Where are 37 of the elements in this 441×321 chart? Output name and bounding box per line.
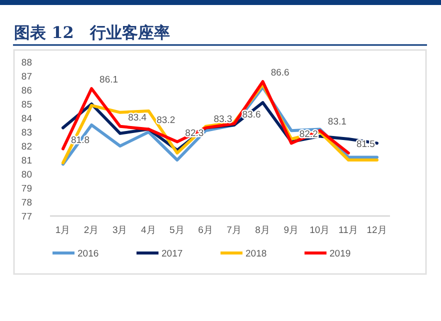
x-tick-label: 6月 bbox=[198, 225, 214, 236]
data-label: 86.1 bbox=[100, 74, 118, 86]
y-tick-label: 78 bbox=[21, 197, 32, 208]
y-tick-label: 82 bbox=[21, 141, 32, 152]
x-tick-label: 4月 bbox=[140, 225, 156, 236]
x-tick-label: 7月 bbox=[226, 225, 242, 236]
y-tick-label: 85 bbox=[21, 99, 32, 110]
y-tick-label: 88 bbox=[21, 57, 32, 68]
x-tick-label: 9月 bbox=[284, 225, 300, 236]
legend-label: 2019 bbox=[330, 248, 351, 260]
chart-title: 图表 12 行业客座率 bbox=[14, 23, 170, 42]
x-tick-label: 3月 bbox=[112, 225, 128, 236]
legend-label: 2017 bbox=[162, 248, 183, 260]
data-label: 83.4 bbox=[128, 112, 147, 124]
legend-label: 2018 bbox=[246, 248, 267, 260]
y-tick-label: 79 bbox=[21, 183, 32, 194]
data-label: 83.2 bbox=[156, 115, 176, 126]
x-tick-label: 11月 bbox=[338, 225, 358, 236]
y-tick-label: 84 bbox=[21, 113, 32, 124]
legend-label: 2016 bbox=[78, 248, 99, 260]
y-tick-label: 81 bbox=[21, 155, 32, 166]
y-tick-label: 80 bbox=[21, 169, 32, 180]
x-tick-label: 2月 bbox=[84, 225, 100, 236]
data-label: 83.3 bbox=[214, 114, 232, 125]
data-label: 82.2 bbox=[299, 129, 318, 140]
data-label: 82.3 bbox=[185, 128, 204, 139]
x-tick-label: 10月 bbox=[310, 225, 330, 236]
y-tick-label: 77 bbox=[21, 211, 32, 222]
x-tick-label: 5月 bbox=[170, 225, 185, 236]
x-tick-label: 8月 bbox=[255, 225, 270, 236]
y-tick-label: 87 bbox=[21, 71, 32, 82]
x-tick-label: 1月 bbox=[55, 225, 71, 236]
y-tick-label: 86 bbox=[21, 85, 32, 96]
y-tick-label: 83 bbox=[21, 127, 32, 138]
data-label: 83.1 bbox=[328, 116, 346, 128]
x-tick-label: 12月 bbox=[366, 225, 388, 236]
data-label: 86.6 bbox=[270, 68, 290, 79]
